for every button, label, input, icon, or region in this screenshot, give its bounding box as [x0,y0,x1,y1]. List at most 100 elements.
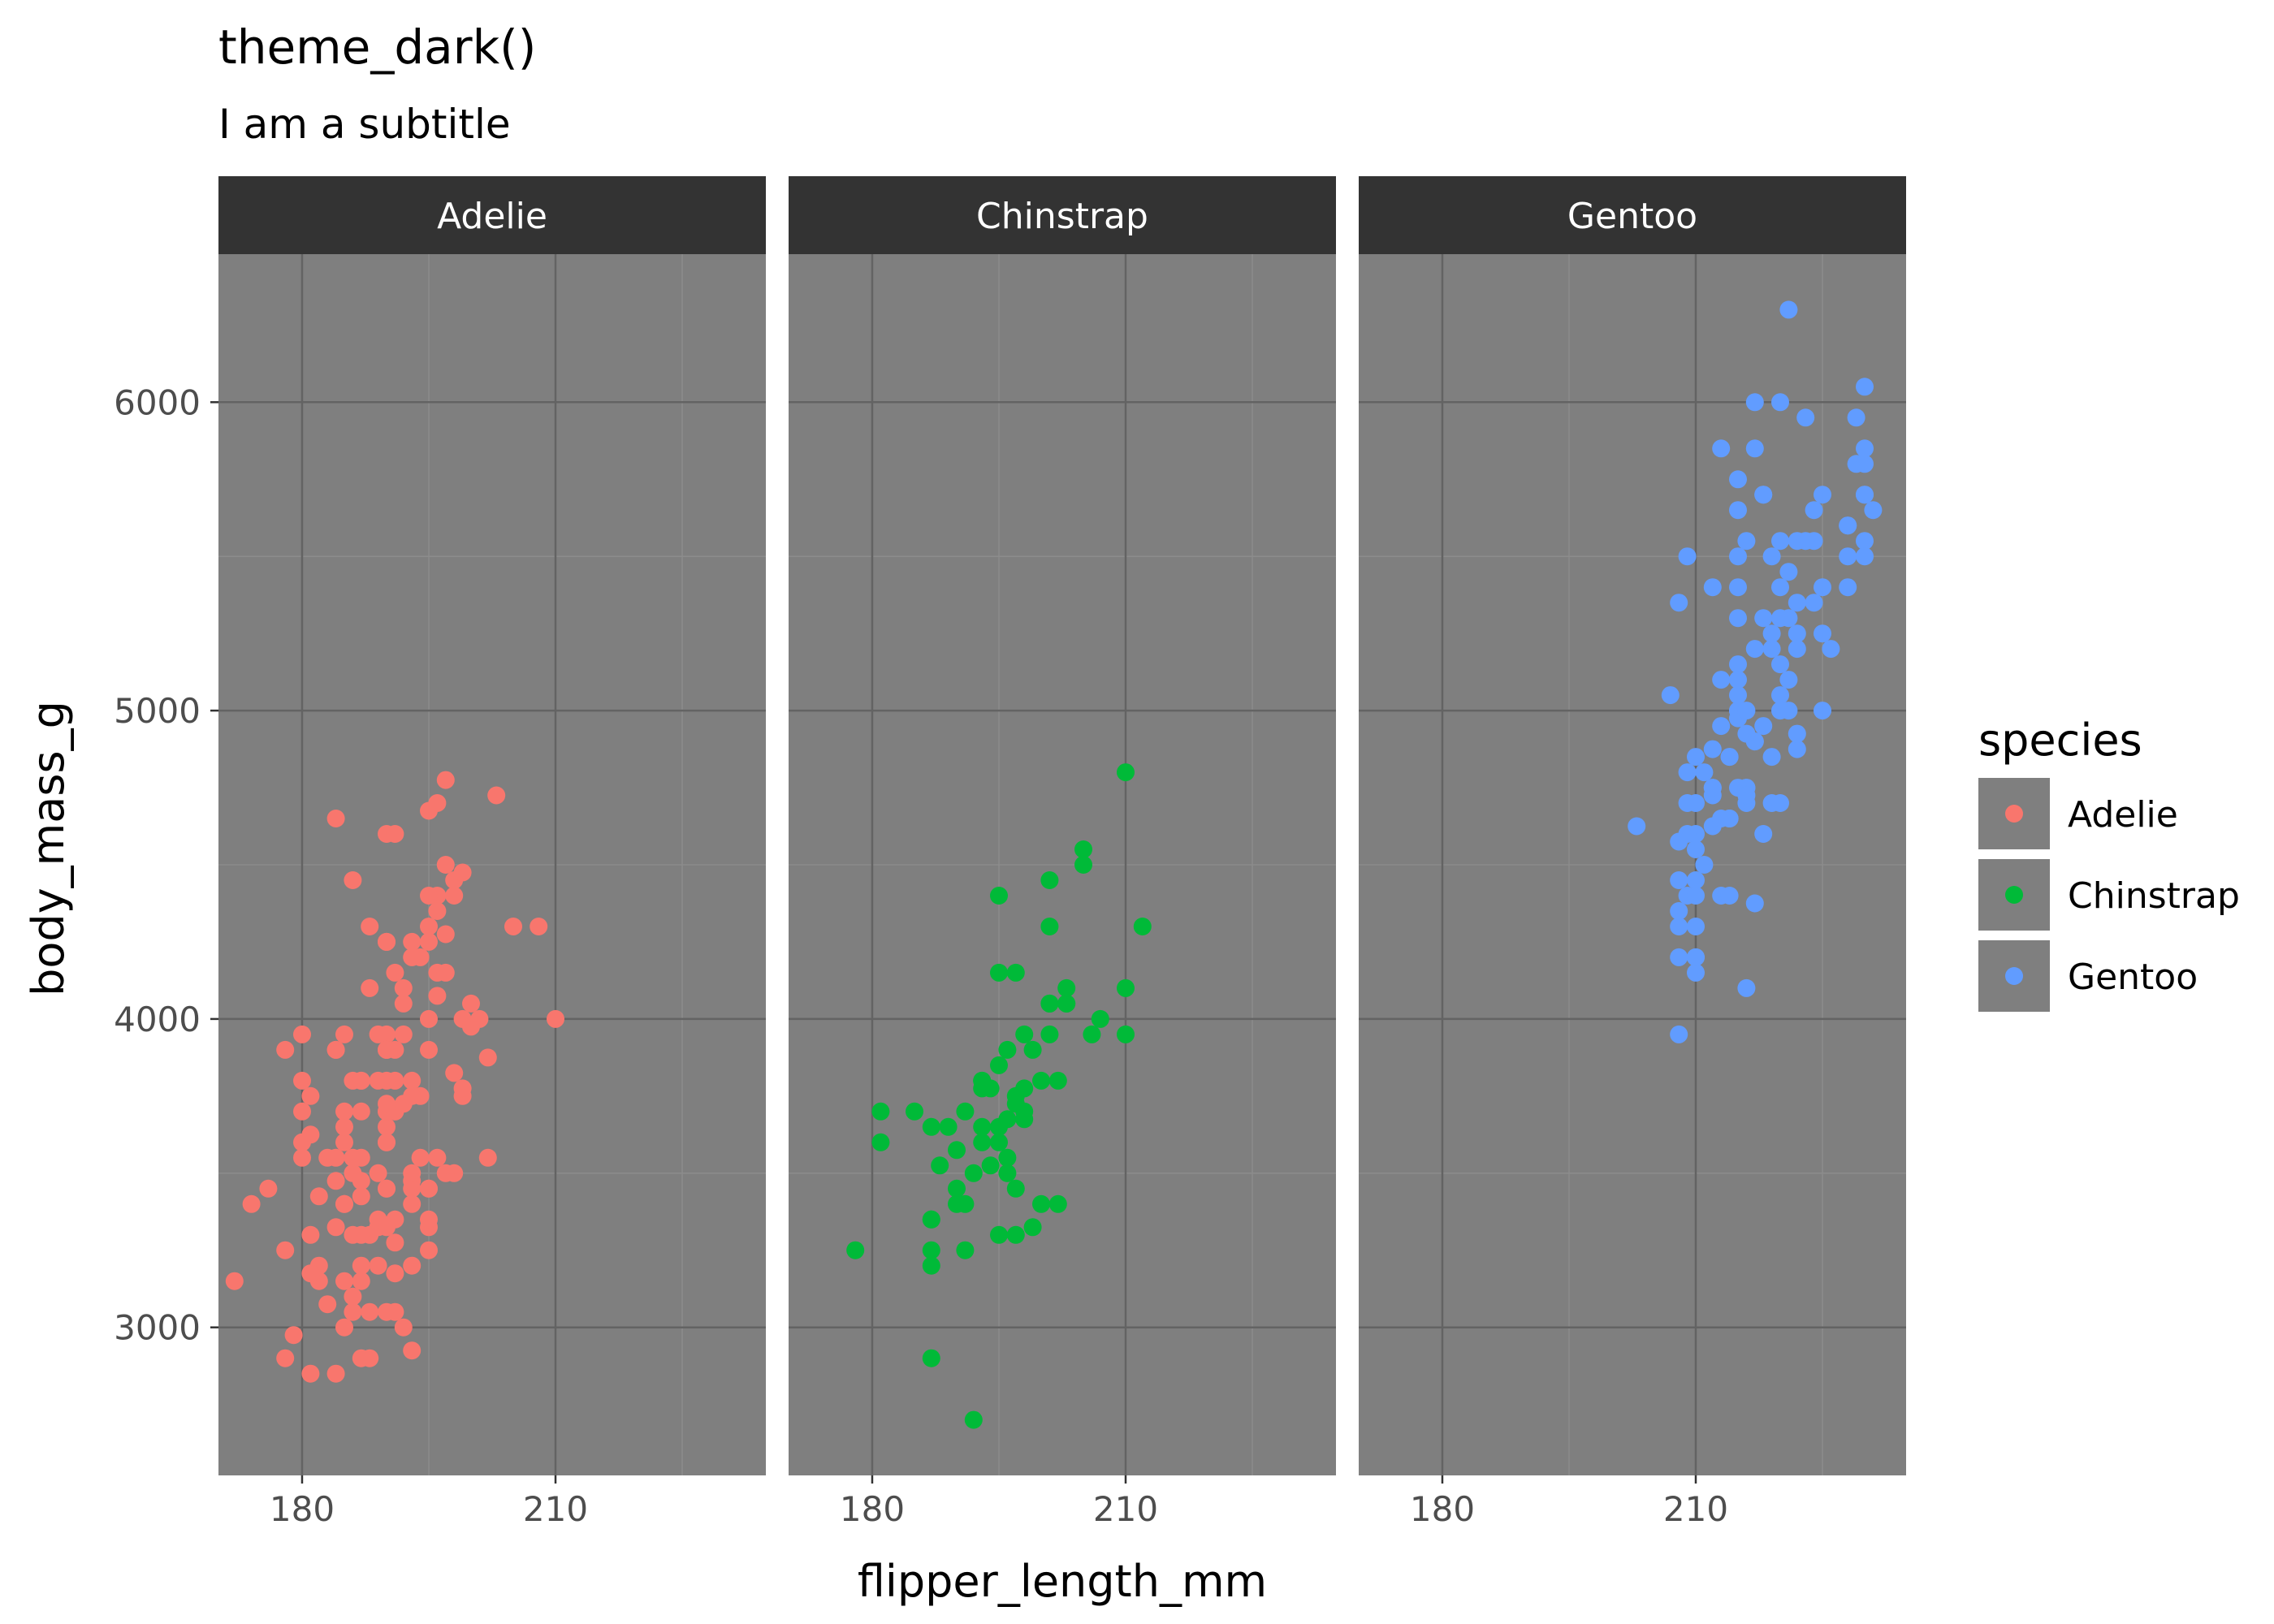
data-point [1687,963,1705,982]
data-point [990,887,1008,905]
data-point [990,1117,1008,1136]
data-point [436,856,455,874]
data-point [386,1302,404,1321]
data-point [1074,840,1092,858]
data-point [1032,1194,1050,1213]
x-axis-label: flipper_length_mm [858,1556,1267,1607]
data-point [428,987,447,1005]
data-point [1788,624,1806,643]
data-point [1083,1025,1101,1043]
facet-panels: Adelie 180 210 3000 4000 5000 6000 Chinstrap 180… [114,176,1906,1529]
data-point [326,1148,345,1167]
data-point [378,932,396,951]
data-point [293,1071,311,1090]
data-point [948,1141,966,1160]
data-point [1839,547,1857,566]
data-point [1856,486,1874,504]
data-point [1814,578,1831,597]
data-point [1661,686,1680,705]
data-point [428,794,447,812]
data-point [1670,1025,1688,1043]
y-axis-label: body_mass_g [23,701,74,996]
data-point [436,771,455,789]
data-point [1687,794,1705,812]
chart-title: theme_dark() [218,19,536,75]
data-point [1006,1179,1025,1198]
data-point [1729,470,1747,489]
data-point [1864,501,1883,520]
data-point [1703,578,1722,597]
data-point [301,1225,320,1244]
data-point [453,863,472,882]
data-point [1720,887,1739,905]
data-point [1762,748,1781,767]
legend: species Adelie Chinstrap Gentoo [1978,715,2240,1012]
data-point [335,1272,353,1290]
data-point [420,1179,438,1198]
data-point [1754,609,1773,628]
legend-entry-label: Gentoo [2068,957,2198,998]
data-point [990,963,1008,982]
data-point [403,1164,422,1182]
data-point [352,1187,370,1206]
data-point [1856,439,1874,458]
facet-strip-label: Chinstrap [976,196,1148,237]
data-point [361,1349,379,1367]
legend-entry-chinstrap: Chinstrap [1978,859,2240,931]
data-point [1048,1071,1067,1090]
data-point [436,925,455,944]
data-point [276,1040,295,1059]
data-point [361,978,379,997]
data-point [1091,1009,1109,1028]
data-point [301,1364,320,1383]
data-point [361,918,379,935]
legend-title: species [1978,715,2142,766]
data-point [1771,686,1789,705]
legend-key-point [2005,886,2023,904]
data-point [225,1272,244,1290]
data-point [1117,763,1135,782]
data-point [318,1295,337,1314]
facet-strip [789,176,1336,254]
data-point [1703,779,1722,797]
data-point [1628,817,1646,836]
data-point [1720,748,1739,767]
data-point [378,1133,396,1151]
data-point [1779,563,1798,581]
data-point [1006,963,1025,982]
data-point [1670,902,1688,920]
data-point [1839,578,1857,597]
data-point [1729,686,1747,705]
data-point [326,810,345,827]
data-point [990,1133,1008,1151]
data-point [1687,948,1705,966]
data-point [335,1102,353,1121]
x-tick-label: 180 [840,1489,905,1529]
data-point [1814,486,1831,504]
data-point [1754,825,1773,843]
data-point [1779,609,1798,628]
data-point [1729,578,1747,597]
data-point [1737,786,1756,805]
data-point [1117,1025,1135,1043]
data-point [386,963,404,982]
data-point [922,1210,940,1229]
data-point [378,1095,396,1113]
data-point [293,1025,311,1043]
data-point [1771,578,1789,597]
legend-key-point [2005,967,2023,985]
data-point [394,994,413,1013]
data-point [1687,887,1705,905]
data-point [420,887,438,905]
data-point [378,1071,396,1090]
legend-entry-label: Chinstrap [2068,875,2240,917]
data-point [1729,609,1747,628]
data-point [403,1194,422,1213]
data-point [326,1218,345,1237]
data-point [403,932,422,951]
data-point [1712,671,1731,689]
data-point [1745,894,1764,913]
legend-keys: Adelie Chinstrap Gentoo [1978,778,2240,1012]
data-point [1729,671,1747,689]
x-tick-label: 210 [523,1489,588,1529]
